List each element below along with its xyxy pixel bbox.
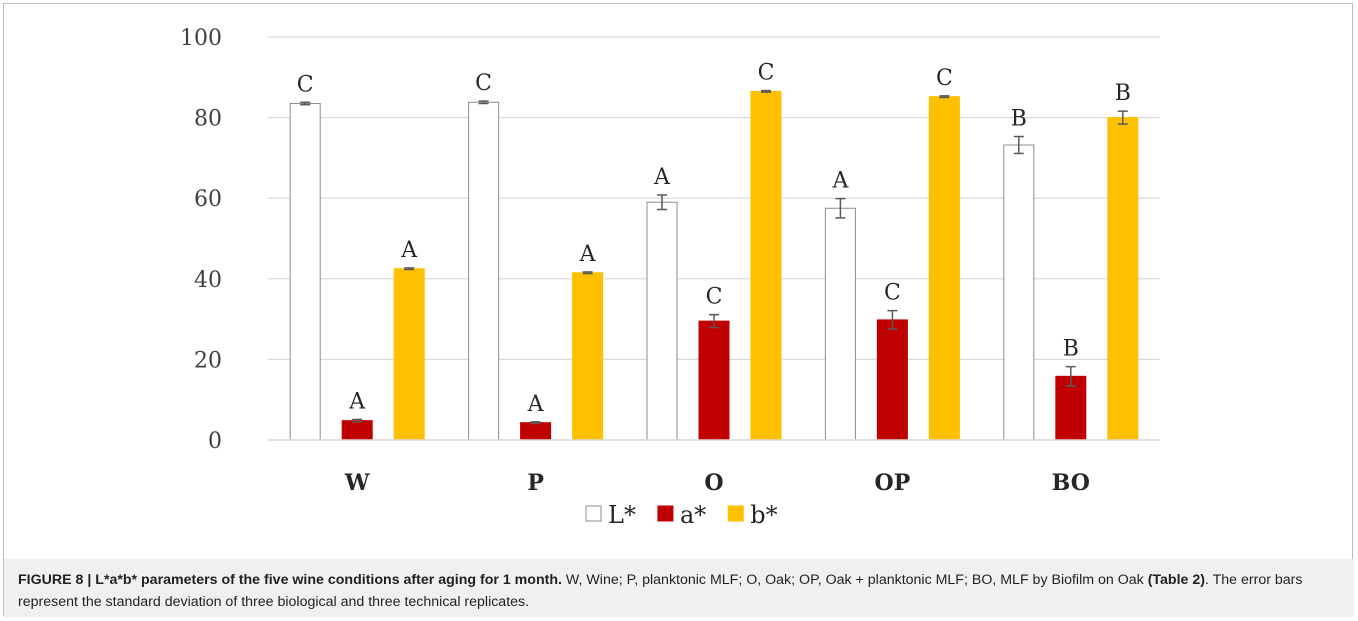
bar-a-O — [698, 320, 730, 441]
legend-swatch-a — [657, 505, 674, 522]
legend-label-a: a* — [680, 501, 706, 529]
x-category-label: BO — [1052, 470, 1090, 496]
significance-letter: A — [579, 242, 597, 267]
figure-caption: FIGURE 8 | L*a*b* parameters of the five… — [18, 569, 1338, 613]
caption-table-ref: (Table 2) — [1147, 572, 1205, 588]
bar-L-OP — [824, 207, 856, 441]
x-category-label: O — [704, 470, 723, 496]
legend-swatch-L — [585, 505, 602, 522]
bar-a-W — [341, 420, 373, 441]
significance-letter: C — [475, 71, 492, 96]
significance-letter: B — [1011, 107, 1027, 132]
significance-letter: C — [297, 72, 314, 97]
figure-panel: 0 20 40 60 80 100 C A A W C A A P A C C O A C C OP B B B BO L* a* b*… — [3, 3, 1354, 617]
y-tick-label: 20 — [194, 348, 222, 373]
legend-label-b: b* — [750, 501, 777, 529]
significance-letter: C — [884, 281, 901, 306]
bar-a-BO — [1055, 375, 1087, 441]
bar-b-P — [572, 272, 604, 441]
x-category-label: OP — [875, 470, 911, 496]
caption-panel: FIGURE 8 | L*a*b* parameters of the five… — [4, 559, 1354, 617]
y-tick-label: 60 — [194, 187, 222, 212]
bar-L-O — [646, 201, 678, 441]
significance-letter: B — [1115, 81, 1131, 106]
x-category-label: P — [527, 470, 544, 496]
y-tick-label: 40 — [194, 268, 222, 293]
significance-letter: A — [400, 238, 418, 263]
significance-letter: A — [527, 392, 545, 417]
bar-b-O — [750, 90, 782, 441]
significance-letter: C — [706, 285, 723, 310]
significance-letter: A — [348, 389, 366, 414]
significance-letter: A — [831, 169, 849, 194]
significance-letter: B — [1063, 337, 1079, 362]
bar-b-BO — [1107, 117, 1139, 441]
bar-L-BO — [1003, 144, 1035, 441]
y-tick-label: 80 — [194, 107, 222, 132]
bar-L-P — [468, 101, 500, 441]
significance-letter: C — [758, 61, 775, 86]
legend-swatch-b — [727, 505, 744, 522]
bar-a-P — [520, 422, 552, 441]
significance-letter: C — [936, 66, 953, 91]
legend-label-L: L* — [608, 501, 636, 529]
y-tick-label: 100 — [180, 26, 222, 51]
bar-a-OP — [876, 319, 908, 441]
significance-letter: A — [653, 165, 671, 190]
caption-text-1: W, Wine; P, planktonic MLF; O, Oak; OP, … — [561, 572, 1148, 588]
bar-L-W — [289, 102, 321, 441]
x-category-label: W — [344, 470, 370, 496]
y-tick-label: 0 — [208, 429, 222, 454]
caption-text-2: . The error bars represent the standard … — [18, 572, 1303, 610]
bar-chart: 0 20 40 60 80 100 C A A W C A A P A C C O A C C OP B B B BO L* a* b* — [180, 26, 1160, 529]
bar-b-OP — [928, 96, 960, 441]
bar-b-W — [393, 268, 425, 441]
caption-label: FIGURE 8 | L*a*b* parameters of the five… — [18, 572, 562, 588]
